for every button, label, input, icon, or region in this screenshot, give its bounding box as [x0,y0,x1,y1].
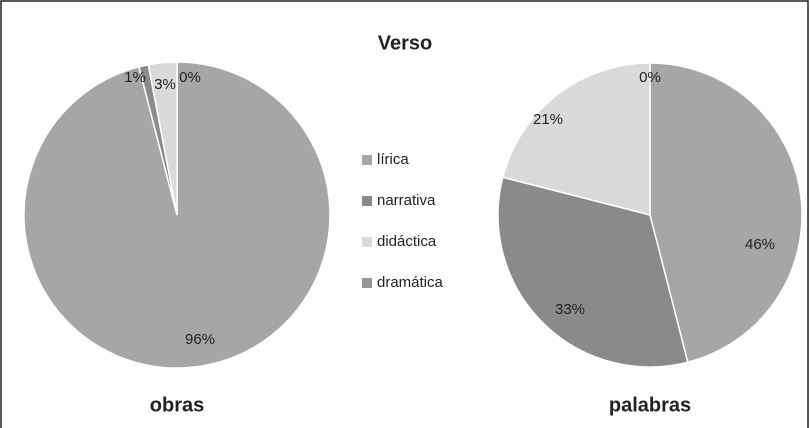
data-label: 0% [179,69,201,86]
pie-slice [147,61,178,216]
legend-label: narrativa [377,192,436,209]
legend-swatch [362,237,372,247]
chart-title: Verso [378,32,432,54]
data-label: 1% [124,69,146,86]
data-label: 21% [533,111,563,128]
data-label: 33% [555,301,585,318]
pie-label: palabras [609,394,691,416]
legend-swatch [362,196,372,206]
legend-swatch [362,155,372,165]
pie-slice [649,62,803,364]
pie-label: obras [150,394,204,416]
legend-swatch [362,278,372,288]
legend-label: lírica [377,151,409,168]
legend-label: didáctica [377,233,437,250]
legend-label: dramática [377,274,444,291]
pie-slice [497,176,689,368]
data-label: 0% [639,69,661,86]
data-label: 96% [185,331,215,348]
data-label: 46% [745,236,775,253]
pie-slice [501,62,651,216]
data-label: 3% [154,76,176,93]
